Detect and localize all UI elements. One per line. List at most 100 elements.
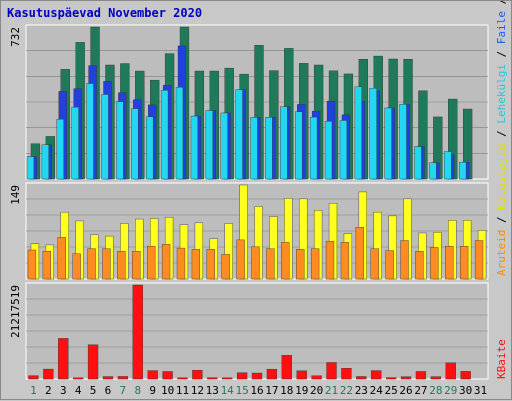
bar-aruteid-27	[415, 251, 424, 280]
legend-right-bottom: KBaite	[495, 339, 508, 379]
x-tick-label: 4	[75, 384, 82, 397]
x-tick-label: 30	[459, 384, 472, 397]
x-tick-label: 21	[325, 384, 338, 397]
bar-aruteid-10	[161, 244, 171, 280]
bar-aruteid-18	[281, 242, 290, 280]
x-tick-label: 24	[370, 384, 384, 397]
bar-lehekülgi-13	[205, 110, 213, 180]
bar-lehekülgi-29	[444, 151, 452, 180]
bar-lehekülgi-9	[146, 116, 154, 180]
bar-lehekülgi-19	[295, 111, 303, 180]
legend-entry: Lehekülgi	[495, 64, 508, 124]
x-tick-label: 22	[340, 384, 353, 397]
bar-aruteid-13	[206, 249, 215, 280]
bar-kbaite-12	[192, 370, 203, 380]
bar-kbaite-29	[445, 362, 456, 380]
bar-lehekülgi-14	[220, 112, 228, 180]
x-tick-label: 5	[90, 384, 97, 397]
legend-separator: /	[495, 210, 508, 230]
bar-aruteid-15	[236, 239, 245, 280]
bar-aruteid-7	[117, 251, 126, 280]
x-tick-label: 17	[265, 384, 278, 397]
x-tick-label: 6	[105, 384, 112, 397]
bar-kbaite-26	[400, 376, 412, 380]
legend-entry: KBaite	[495, 339, 508, 379]
legend-separator: /	[495, 124, 508, 144]
bar-kbaite-23	[356, 376, 367, 380]
bar-lehekülgi-20	[309, 116, 318, 180]
bar-lehekülgi-25	[384, 107, 392, 180]
bar-aruteid-12	[191, 249, 201, 280]
bar-lehekülgi-12	[190, 115, 199, 180]
bar-kbaite-17	[266, 368, 278, 380]
bar-aruteid-8	[132, 251, 141, 280]
ymax-label-3: 21217519	[9, 285, 22, 338]
x-tick-label: 14	[221, 384, 235, 397]
x-tick-label: 20	[310, 384, 323, 397]
bar-aruteid-25	[385, 250, 394, 280]
x-tick-label: 8	[134, 384, 141, 397]
bar-lehekülgi-1	[26, 156, 35, 180]
bar-lehekülgi-6	[101, 94, 109, 180]
bar-aruteid-4	[72, 253, 81, 280]
bar-aruteid-17	[266, 248, 275, 280]
bar-lehekülgi-3	[56, 118, 64, 180]
bar-kbaite-3	[58, 338, 69, 380]
bar-aruteid-21	[325, 240, 335, 280]
x-tick-label: 12	[191, 384, 204, 397]
bar-aruteid-29	[445, 245, 454, 280]
legend-entry: Faile	[495, 11, 508, 44]
x-tick-label: 3	[60, 384, 67, 397]
bar-lehekülgi-27	[414, 146, 422, 180]
x-tick-label: 31	[474, 384, 487, 397]
bar-aruteid-22	[340, 242, 350, 280]
bar-aruteid-28	[430, 247, 439, 280]
legend-right-top: Aruteid / Külastajad / Lehekülgi / Faile…	[495, 1, 508, 276]
bar-lehekülgi-5	[86, 83, 94, 180]
chart-title: Kasutuspäevad November 2020	[7, 6, 202, 20]
x-tick-label: 11	[176, 384, 189, 397]
x-tick-label: 15	[235, 384, 248, 397]
bar-lehekülgi-2	[41, 144, 50, 180]
legend-separator: /	[495, 44, 508, 64]
bar-aruteid-16	[251, 246, 260, 280]
bar-aruteid-14	[221, 254, 230, 280]
bar-kbaite-9	[147, 370, 158, 380]
bar-aruteid-19	[296, 249, 305, 280]
bar-kbaite-19	[296, 370, 307, 380]
x-tick-label: 18	[280, 384, 293, 397]
bar-aruteid-1	[27, 249, 37, 280]
bar-kbaite-4	[73, 377, 84, 380]
x-tick-label: 27	[414, 384, 427, 397]
bar-kbaite-28	[430, 376, 441, 380]
x-tick-label: 7	[120, 384, 127, 397]
x-tick-label: 29	[444, 384, 457, 397]
legend-entry: Aruteid	[495, 230, 508, 276]
x-tick-label: 2	[45, 384, 52, 397]
x-tick-label: 19	[295, 384, 308, 397]
bar-kbaite-27	[415, 371, 427, 380]
legend-separator: /	[495, 1, 508, 11]
bar-kbaite-18	[281, 355, 292, 380]
legend-entry: Külastajad	[495, 144, 508, 210]
bar-aruteid-2	[42, 251, 52, 280]
bar-aruteid-26	[400, 240, 409, 280]
bar-kbaite-10	[162, 371, 173, 380]
bar-kbaite-22	[341, 368, 352, 380]
bar-aruteid-24	[370, 248, 379, 280]
x-tick-label: 23	[355, 384, 368, 397]
bar-aruteid-30	[459, 245, 469, 280]
x-tick-label: 26	[399, 384, 412, 397]
bar-kbaite-11	[177, 377, 188, 380]
bar-aruteid-9	[147, 245, 156, 280]
bar-kbaite-1	[28, 375, 39, 380]
x-tick-label: 13	[206, 384, 219, 397]
bar-lehekülgi-7	[116, 101, 124, 180]
bar-kbaite-16	[251, 372, 263, 380]
bar-lehekülgi-21	[324, 121, 333, 180]
x-tick-label: 25	[385, 384, 398, 397]
bar-kbaite-7	[117, 376, 129, 380]
bar-kbaite-24	[371, 370, 382, 380]
bar-kbaite-15	[236, 372, 248, 380]
bar-kbaite-2	[43, 368, 54, 380]
